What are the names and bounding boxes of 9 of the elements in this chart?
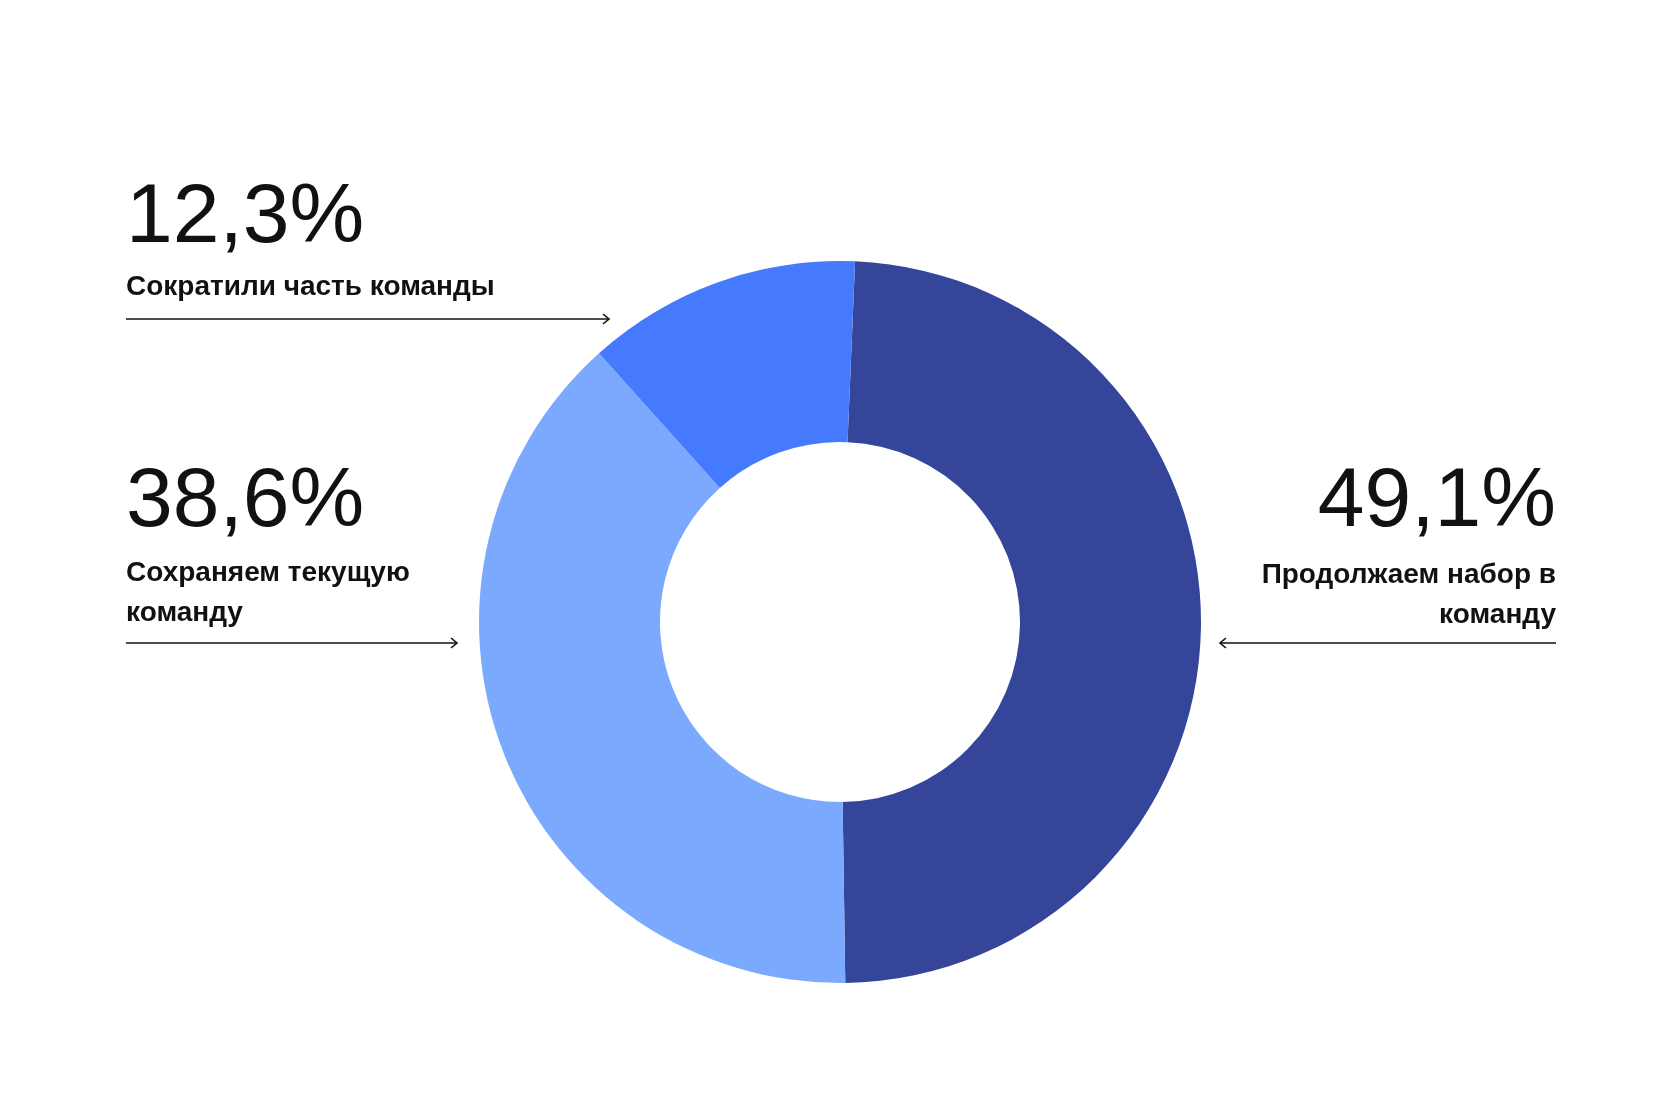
data-label: 49,1% bbox=[1317, 449, 1556, 545]
slice-label: Продолжаем набор в команду bbox=[1260, 557, 1556, 631]
slice-label: Сохраняем текущую команду bbox=[126, 555, 411, 629]
donut-slice bbox=[479, 353, 846, 983]
data-label: 38,6% bbox=[126, 449, 365, 545]
slice-label: Сократили часть команды bbox=[126, 269, 496, 303]
donut-slice bbox=[599, 261, 856, 488]
donut-slice bbox=[842, 261, 1201, 983]
data-label: 12,3% bbox=[126, 165, 365, 261]
